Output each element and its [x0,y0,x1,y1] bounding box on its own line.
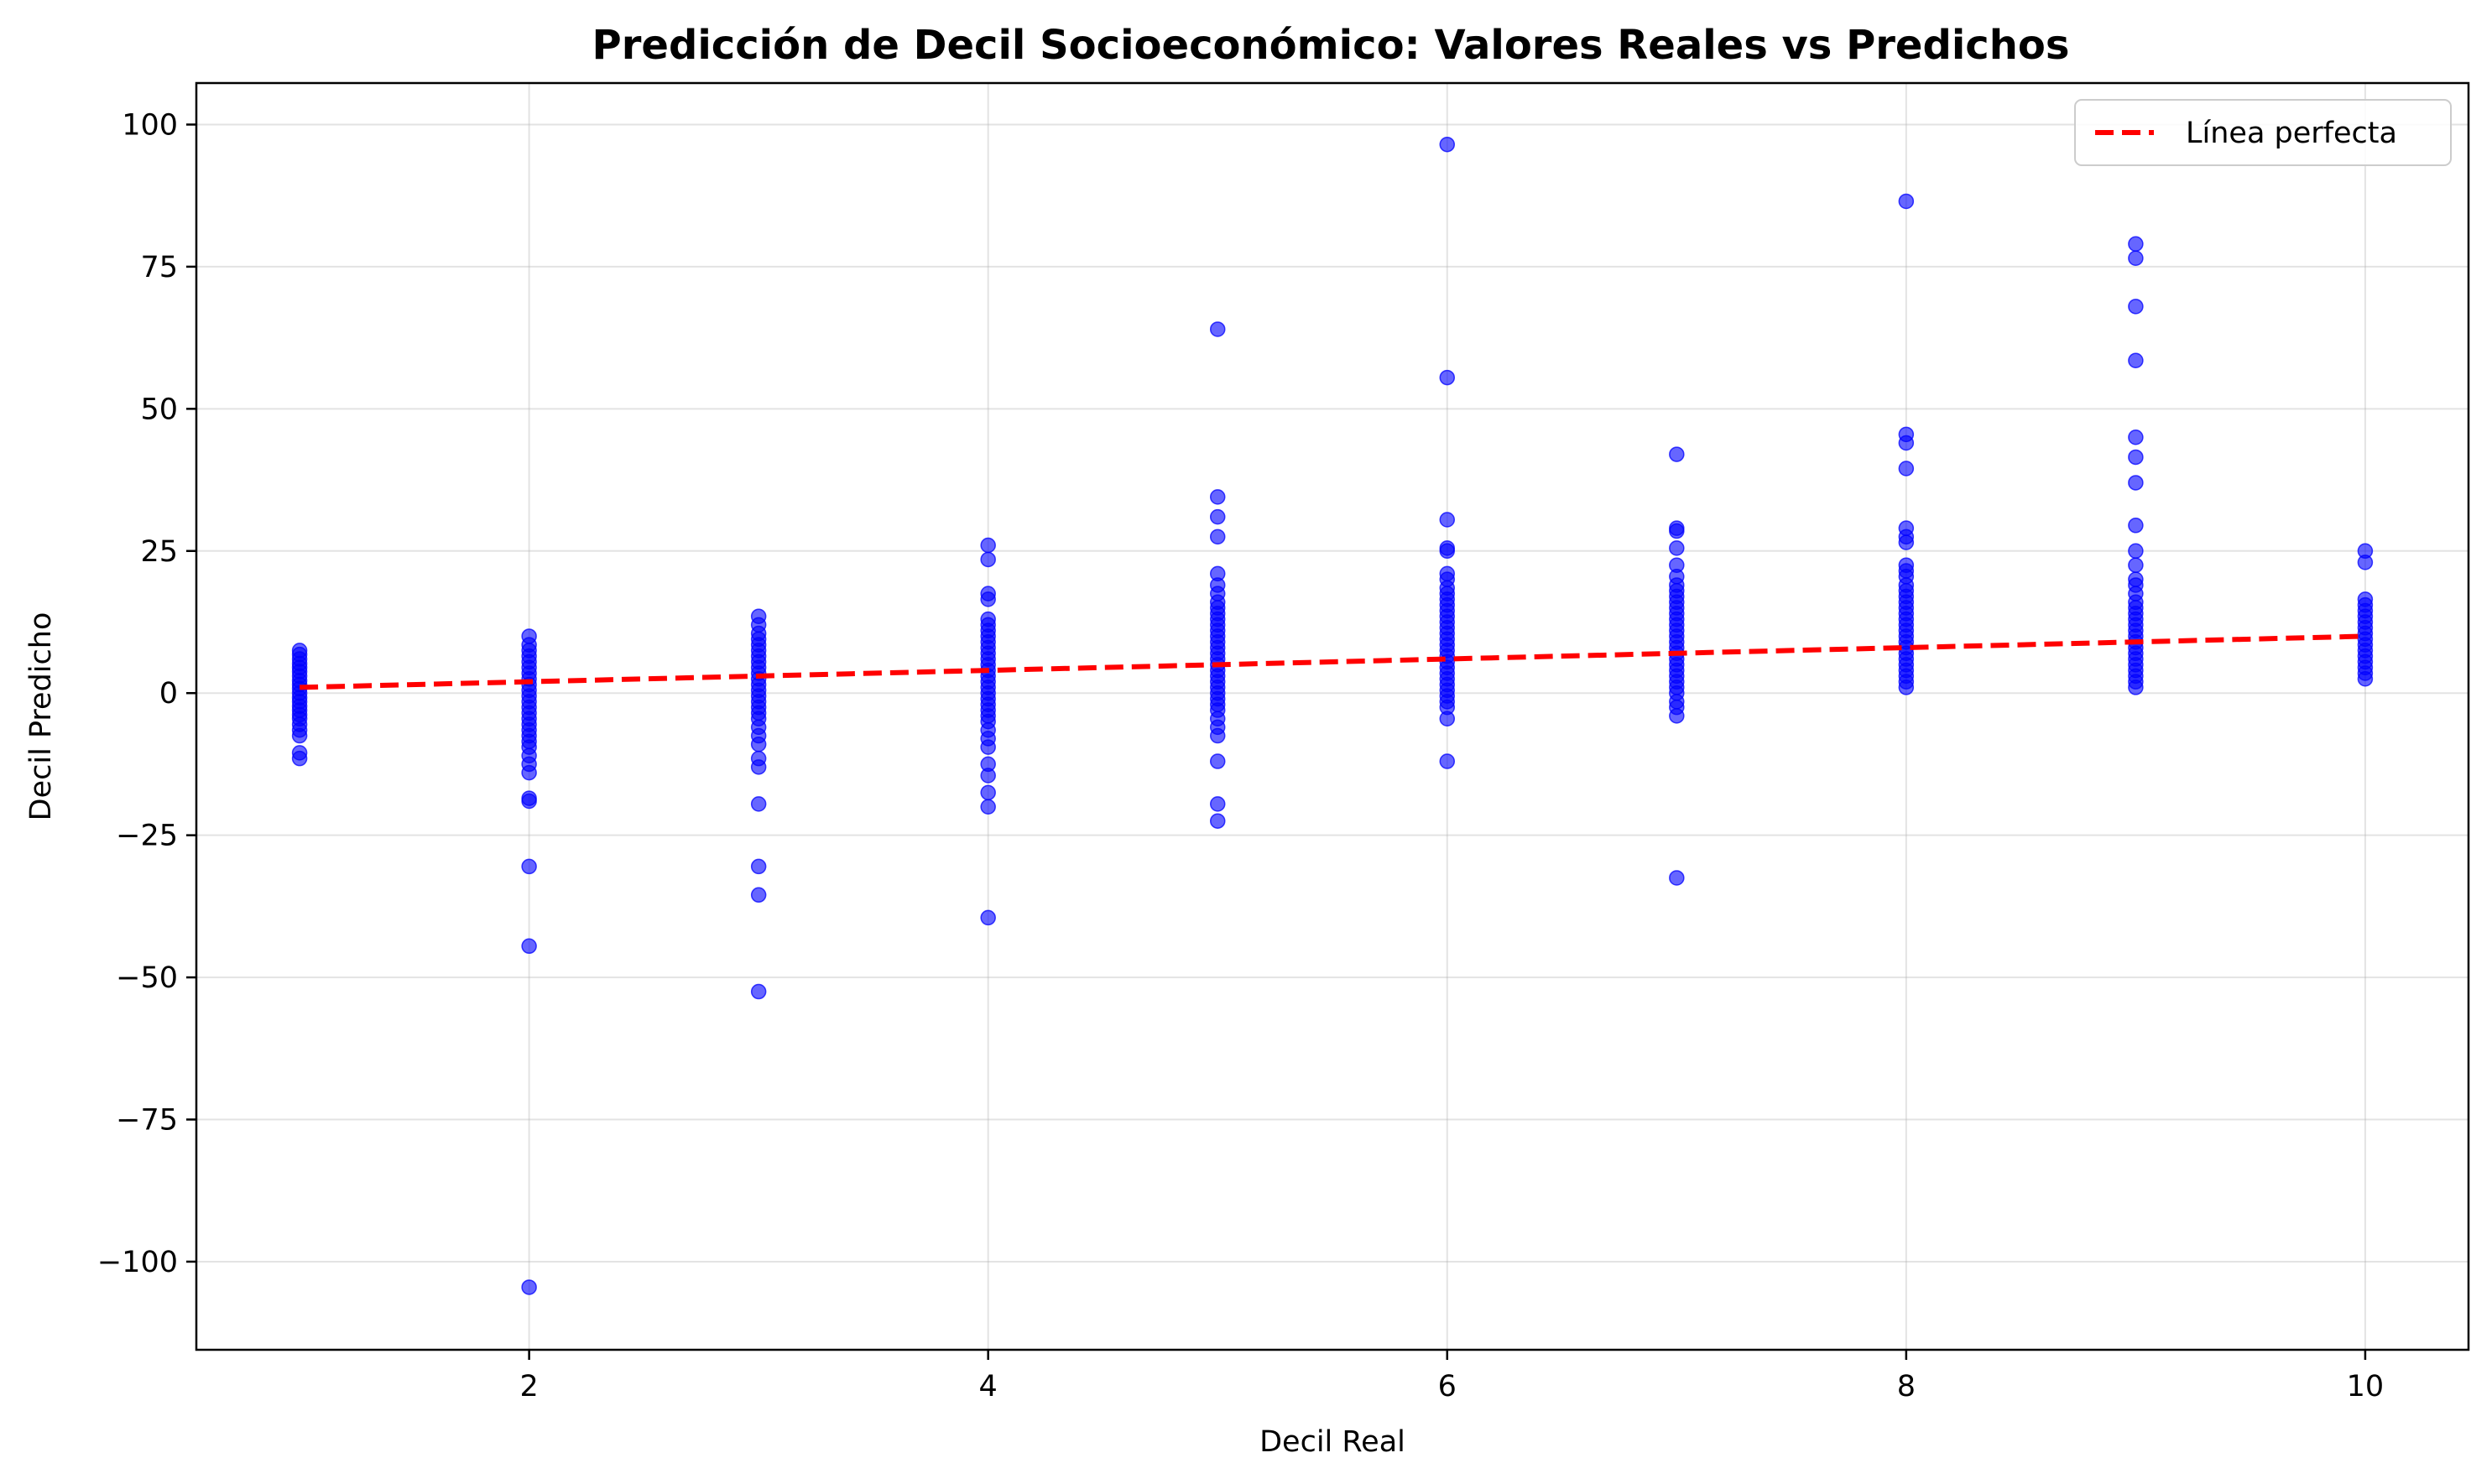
x-axis-label: Decil Real [1259,1425,1405,1459]
y-tick-label: 75 [140,251,178,284]
legend: Línea perfecta [2074,99,2452,166]
y-axis-label: Decil Predicho [24,612,58,821]
data-point [980,591,996,607]
data-point [750,736,767,752]
data-point [1439,543,1456,560]
perfect-line [300,633,2365,690]
data-points [291,136,2374,1295]
data-point [2128,449,2144,466]
x-tick-label: 4 [979,1370,998,1403]
data-point [1669,540,1685,556]
data-point [980,537,996,554]
data-point [1439,136,1456,153]
data-point [521,938,537,955]
data-point [1209,813,1226,829]
x-tick-label: 2 [519,1370,538,1403]
data-point [980,799,996,815]
data-point [980,784,996,801]
data-point [1209,727,1226,744]
data-point [1898,435,1915,451]
y-tick-label: 0 [159,677,178,711]
plot-frame [195,81,2470,1351]
data-point [1209,508,1226,525]
data-point [291,727,308,744]
data-point [2128,543,2144,560]
legend-label-perfect-line: Línea perfecta [2186,117,2397,150]
data-point [1898,193,1915,210]
data-point [1209,321,1226,337]
chart-title: Predicción de Decil Socioeconómico: Valo… [592,22,2070,69]
data-point [2128,429,2144,445]
data-point [2357,555,2374,570]
y-tick-label: −25 [116,820,178,853]
data-point [1898,534,1915,550]
y-tick-label: 100 [122,108,178,142]
data-point [521,764,537,781]
data-point [750,796,767,812]
data-point [750,983,767,1000]
data-point [1209,796,1226,812]
data-point [750,887,767,903]
x-tick-label: 6 [1438,1370,1457,1403]
data-point [2128,299,2144,315]
data-point [1439,512,1456,528]
x-tick-label: 10 [2347,1370,2385,1403]
data-point [2128,250,2144,266]
y-tick-label: −75 [116,1104,178,1138]
data-point [750,858,767,875]
data-point [980,909,996,926]
data-point [291,750,308,767]
data-point [1669,708,1685,724]
data-point [980,739,996,755]
data-point [1439,369,1456,386]
data-point [2128,680,2144,695]
data-point [980,551,996,568]
data-point [1898,461,1915,476]
data-point [2128,236,2144,253]
y-axis-ticks: −100 −75 −50 −25 0 25 50 75 100 [97,108,196,1279]
data-point [1209,529,1226,545]
data-point [521,1279,537,1295]
data-point [2128,518,2144,534]
data-point [1669,523,1685,539]
data-point [1669,870,1685,886]
y-tick-label: 50 [140,393,178,426]
x-tick-label: 8 [1897,1370,1916,1403]
data-point [1439,753,1456,769]
data-point [2128,475,2144,491]
data-point [521,793,537,810]
legend-box [2074,99,2452,166]
data-point [521,858,537,875]
data-point [2128,352,2144,368]
y-tick-label: −50 [116,961,178,995]
y-tick-label: 25 [140,535,178,569]
data-point [1898,680,1915,695]
data-point [1209,489,1226,505]
x-axis-ticks: 2 4 6 8 10 [519,1350,2384,1403]
y-tick-label: −100 [97,1246,178,1279]
data-point [2128,557,2144,573]
data-point [1209,753,1226,769]
data-point [980,768,996,784]
data-point [1439,711,1456,726]
data-point [1669,446,1685,462]
perfect-line-group [300,633,2365,690]
data-point [750,759,767,775]
data-point [2357,671,2374,687]
